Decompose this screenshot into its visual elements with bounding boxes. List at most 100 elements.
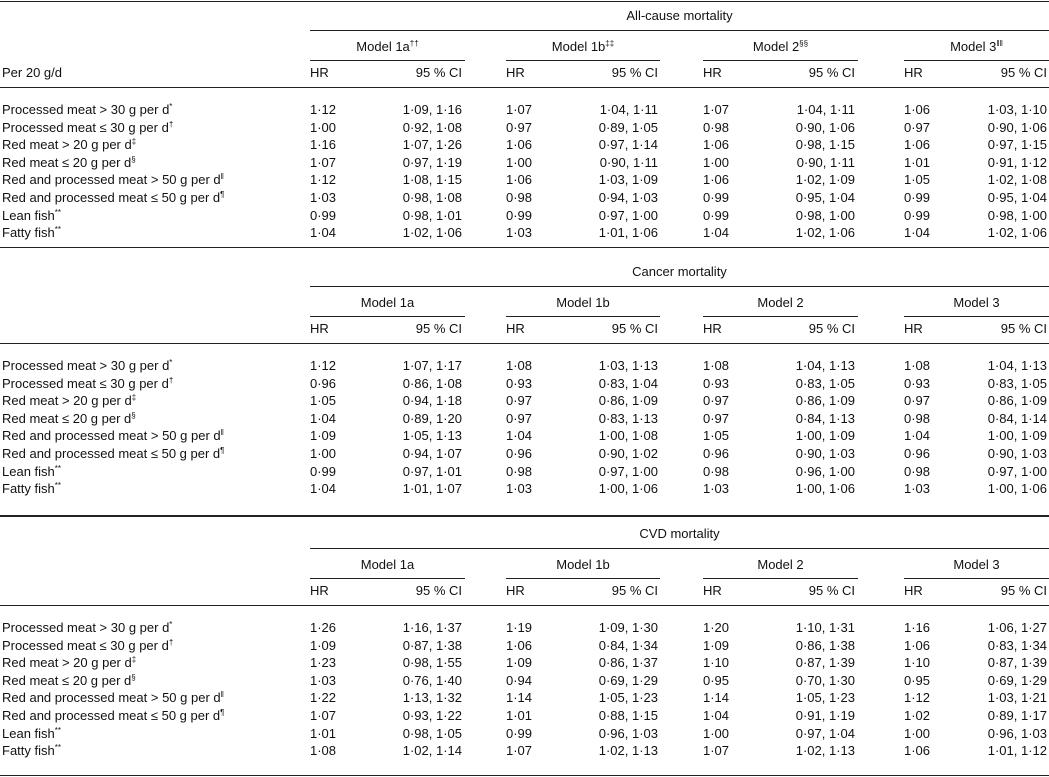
ci-value: 0·87, 1·38 [402, 637, 462, 653]
ci-value: 0·91, 1·12 [987, 154, 1047, 170]
hr-value: 0·97 [506, 119, 533, 135]
rule [310, 578, 465, 579]
hr-value: 0·99 [703, 190, 730, 205]
ci-value: 1·04, 1·11 [796, 102, 855, 117]
row-label: Fatty fish** [2, 225, 61, 241]
ci-header: 95 % CI [415, 321, 462, 336]
hr-value: 1·14 [506, 690, 533, 706]
ci-value: 1·00, 1·06 [598, 481, 658, 497]
footnote-mark: ‡ [131, 393, 137, 403]
ci-value: 0·98, 1·55 [402, 655, 462, 671]
ci-value: 1·08, 1·15 [402, 172, 462, 188]
hr-value: 1·12 [310, 102, 337, 117]
model-name: Model 1a†† [288, 39, 488, 55]
row-label-text: Processed meat > 30 g per d [2, 102, 170, 117]
row-label: Processed meat ≤ 30 g per d† [2, 376, 173, 392]
rule [904, 60, 1049, 61]
row-label-text: Red meat > 20 g per d [2, 393, 132, 409]
hr-value: 1·09 [310, 428, 337, 444]
row-label: Processed meat ≤ 30 g per d† [2, 120, 173, 136]
rule [703, 316, 858, 317]
ci-value: 1·02, 1·13 [598, 743, 658, 759]
ci-value: 0·90, 1·11 [796, 154, 855, 170]
model-name-text: Model 1a [360, 557, 415, 572]
ci-value: 1·01, 1·07 [402, 481, 462, 497]
ci-value: 0·87, 1·39 [795, 655, 855, 671]
row-label: Red meat > 20 g per d‡ [2, 655, 136, 671]
row-label-text: Processed meat ≤ 30 g per d [2, 637, 169, 653]
hr-value: 1·19 [506, 620, 533, 635]
hr-value: 0·99 [310, 207, 337, 223]
footnote-mark: ** [54, 743, 61, 753]
model-name-text: Model 3 [953, 557, 1000, 572]
row-label: Red and processed meat > 50 g per d‖ [2, 428, 224, 444]
row-label-text: Fatty fish [2, 743, 55, 759]
hr-value: 1·10 [904, 655, 931, 671]
ci-value: 1·16, 1·37 [402, 620, 462, 635]
hr-value: 1·09 [310, 637, 337, 653]
ci-value: 0·95, 1·04 [987, 190, 1047, 205]
row-label-text: Red and processed meat > 50 g per d [2, 690, 221, 706]
ci-value: 1·13, 1·32 [402, 690, 462, 706]
footnote-mark: † [168, 119, 174, 129]
row-label-text: Lean fish [2, 463, 55, 479]
hr-value: 0·93 [506, 375, 533, 391]
hr-value: 1·02 [904, 708, 931, 723]
hr-value: 1·07 [310, 708, 337, 723]
ci-value: 1·04, 1·11 [599, 102, 658, 117]
footnote-mark: ¶ [220, 446, 225, 455]
hr-value: 1·01 [310, 725, 337, 741]
footnote-mark: ‖ [220, 172, 224, 182]
hr-value: 1·04 [506, 428, 533, 444]
hr-value: 0·98 [904, 410, 931, 426]
hr-value: 1·14 [703, 690, 730, 706]
row-label-text: Red and processed meat > 50 g per d [2, 172, 221, 188]
ci-value: 0·87, 1·39 [987, 655, 1047, 671]
footnote-mark: * [169, 102, 173, 111]
hr-value: 0·99 [310, 463, 337, 479]
hr-value: 1·04 [310, 410, 337, 426]
row-label: Red meat ≤ 20 g per d§ [2, 411, 136, 427]
hr-value: 1·04 [310, 481, 337, 497]
footnote-mark: ** [54, 725, 61, 735]
ci-value: 0·90, 1·02 [598, 446, 658, 461]
row-label: Red and processed meat > 50 g per d‖ [2, 690, 224, 706]
ci-value: 1·02, 1·09 [795, 172, 855, 188]
row-label: Red and processed meat > 50 g per d‖ [2, 172, 224, 188]
hr-value: 1·07 [703, 743, 730, 759]
row-label: Red and processed meat ≤ 50 g per d¶ [2, 446, 224, 462]
corner-label: Per 20 g/d [2, 65, 62, 80]
hr-value: 0·96 [904, 446, 931, 461]
model-name: Model 3‖‖ [877, 39, 1049, 55]
hr-value: 1·06 [904, 743, 931, 759]
hr-value: 1·00 [506, 154, 533, 170]
ci-value: 0·90, 1·03 [795, 446, 855, 461]
ci-value: 1·02, 1·08 [987, 172, 1047, 188]
hr-value: 0·99 [703, 207, 730, 223]
ci-value: 0·83, 1·04 [598, 375, 658, 391]
rule [703, 578, 858, 579]
hr-header: HR [904, 583, 923, 598]
model-name: Model 3 [877, 295, 1049, 311]
hr-value: 0·98 [506, 463, 533, 479]
hr-header: HR [904, 321, 923, 336]
ci-value: 1·02, 1·06 [795, 225, 855, 241]
ci-value: 0·86, 1·09 [598, 393, 658, 409]
ci-header: 95 % CI [808, 321, 855, 336]
hr-value: 0·96 [703, 446, 730, 461]
row-label: Fatty fish** [2, 481, 61, 497]
footnote-mark: ‡‡ [605, 39, 615, 48]
section-title: Cancer mortality [632, 264, 727, 279]
ci-value: 0·90, 1·11 [599, 154, 658, 170]
row-label-text: Red and processed meat > 50 g per d [2, 428, 221, 444]
hr-value: 1·09 [506, 655, 533, 671]
model-name: Model 2§§ [681, 39, 881, 55]
row-label-text: Lean fish [2, 207, 55, 223]
ci-value: 0·94, 1·03 [598, 190, 658, 205]
row-label: Processed meat > 30 g per d* [2, 620, 172, 636]
model-name-text: Model 2 [752, 39, 800, 54]
ci-value: 0·84, 1·34 [598, 637, 658, 653]
hr-value: 1·00 [703, 725, 730, 741]
hr-header: HR [703, 321, 722, 336]
model-name-text: Model 2 [757, 295, 804, 310]
